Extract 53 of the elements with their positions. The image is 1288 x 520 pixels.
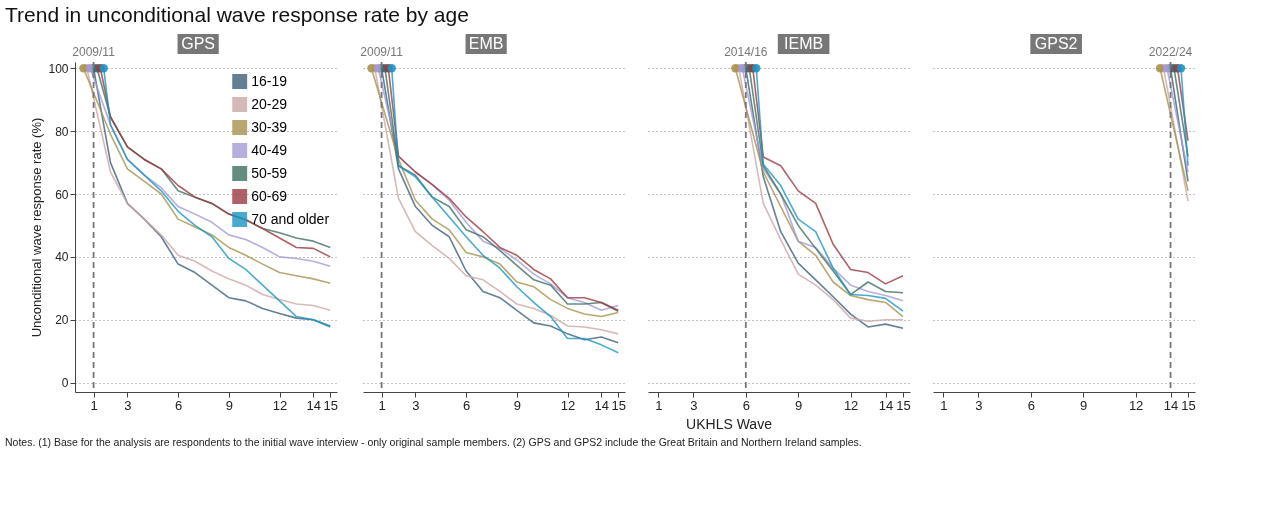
x-tick-label: 1 — [90, 397, 98, 413]
x-tick-label: 3 — [412, 397, 420, 413]
x-tick-label: 12 — [1128, 397, 1144, 413]
y-tick-label: 80 — [55, 124, 69, 139]
legend-label: 70 and older — [251, 210, 330, 227]
x-axis-title: UKHLS Wave — [686, 416, 773, 432]
x-tick-label: 12 — [272, 397, 288, 413]
x-tick-label: 1 — [655, 397, 663, 413]
x-tick-label: 3 — [124, 397, 132, 413]
x-tick-label: 3 — [690, 397, 698, 413]
annotation: 2009/11 — [72, 45, 116, 59]
legend-label: 50-59 — [251, 164, 288, 181]
x-tick-label: 9 — [1080, 397, 1088, 413]
y-tick-label: 0 — [61, 376, 69, 391]
x-tick-label: 14 — [1163, 397, 1179, 413]
chart-subtitle: IEMB — [784, 35, 824, 52]
x-tick-label: 12 — [843, 397, 859, 413]
legend-label: 20-29 — [251, 95, 288, 112]
annotation: 2009/11 — [360, 45, 404, 59]
chart-title: Trend in unconditional wave response rate by age — [5, 3, 469, 26]
chart-subtitle: GPS — [181, 35, 216, 52]
x-tick-label: 15 — [323, 397, 338, 413]
x-tick-label: 6 — [174, 397, 183, 413]
chart-subtitle: GPS2 — [1034, 35, 1078, 52]
y-tick-label: 100 — [48, 61, 69, 76]
chart-subtitle: EMB — [468, 35, 504, 52]
y-tick-label: 60 — [55, 187, 69, 202]
y-tick-label: 20 — [55, 313, 69, 328]
x-tick-label: 15 — [1181, 397, 1196, 413]
text: Notes. (1) Base for the analysis are respondents to the initial wave interview - only original sample members. (2) GPS and GPS2 include the Great Britain and Northern Ireland samples. — [5, 436, 862, 448]
x-tick-label: 9 — [225, 397, 233, 413]
x-tick-label: 6 — [462, 397, 471, 413]
y-tick-label: 40 — [55, 250, 69, 265]
x-tick-label: 6 — [1027, 397, 1035, 413]
x-tick-label: 15 — [896, 397, 911, 413]
x-tick-label: 3 — [975, 397, 983, 413]
y-axis-title: Unconditional wave response rate (%) — [29, 117, 45, 338]
legend-label: 30-39 — [251, 118, 288, 135]
legend-label: 60-69 — [251, 187, 288, 204]
x-tick-label: 6 — [742, 397, 750, 413]
x-tick-label: 15 — [611, 397, 626, 413]
legend-label: 40-49 — [251, 141, 288, 158]
legend-label: 16-19 — [251, 72, 288, 89]
x-tick-label: 12 — [560, 397, 576, 413]
annotation: 2022/24 — [1148, 45, 1193, 59]
x-tick-label: 14 — [306, 397, 322, 413]
x-tick-label: 1 — [378, 397, 386, 413]
x-tick-label: 14 — [878, 397, 894, 413]
x-tick-label: 9 — [513, 397, 521, 413]
annotation: 2014/16 — [724, 45, 768, 59]
x-tick-label: 1 — [940, 397, 948, 413]
x-tick-label: 9 — [795, 397, 803, 413]
x-tick-label: 14 — [594, 397, 610, 413]
